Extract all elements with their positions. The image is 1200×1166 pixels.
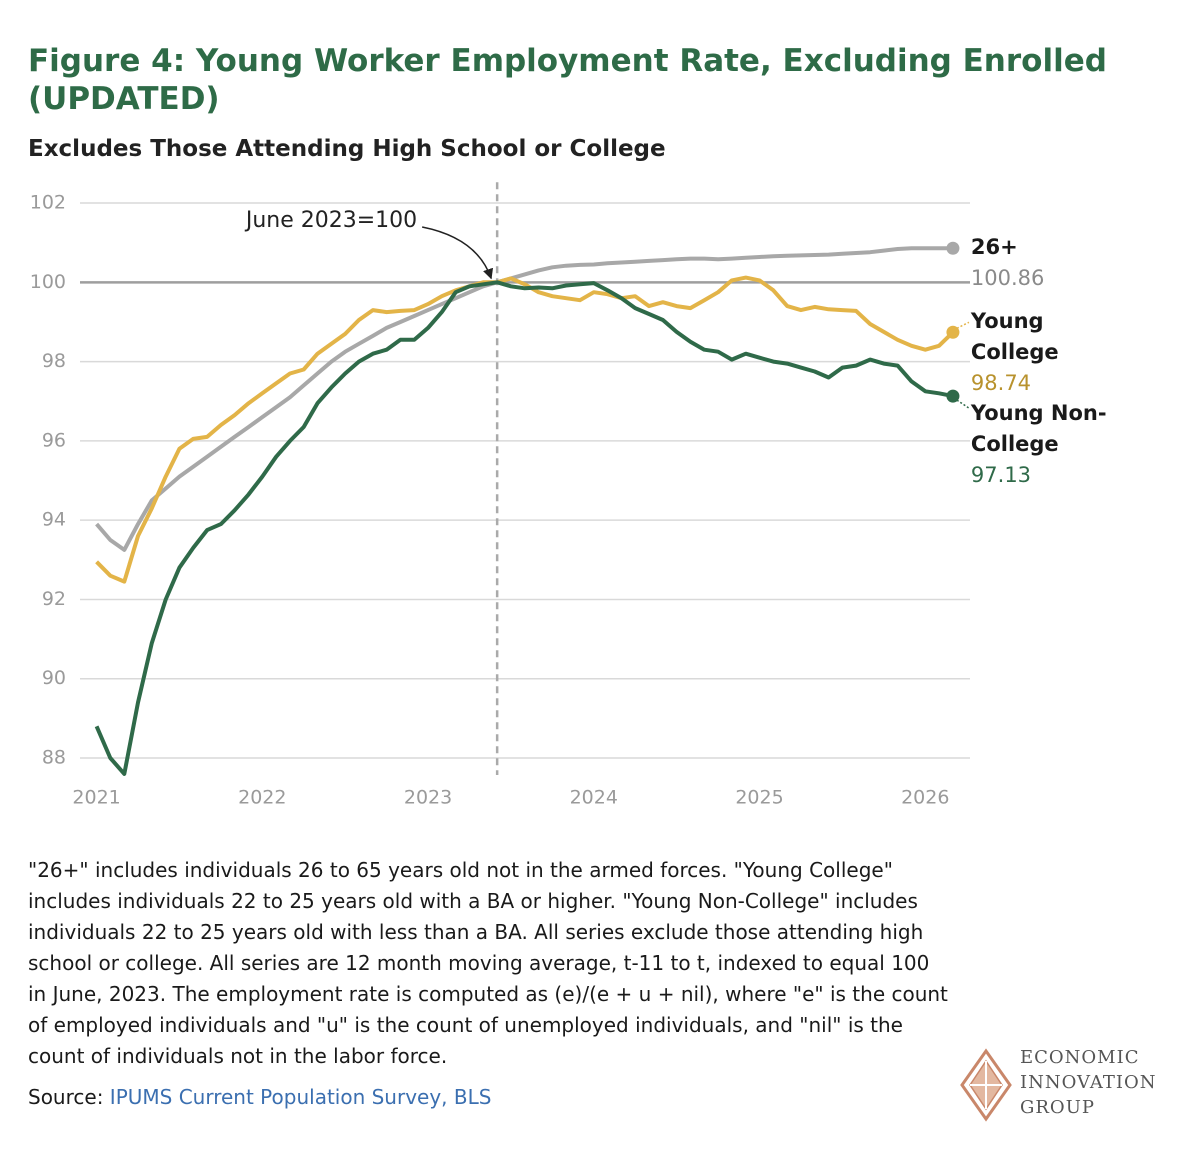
- x-tick-label: 2021: [72, 787, 120, 809]
- y-tick-label: 88: [42, 747, 66, 769]
- chart-title: Figure 4: Young Worker Employment Rate, …: [28, 43, 1107, 117]
- logo-text: GROUP: [1020, 1097, 1095, 1118]
- series-line: [95, 246, 953, 552]
- legend-label: Young Non-College: [970, 401, 1107, 457]
- y-tick-label: 90: [42, 667, 66, 689]
- chart: 88 90 92 94 96 98 100 102 2021 2022 2023 2024 2025 20…: [30, 182, 970, 809]
- x-tick-label: 2026: [901, 787, 949, 809]
- y-tick-label: 92: [42, 588, 66, 610]
- x-tick-label: 2025: [735, 787, 783, 809]
- end-point: [946, 389, 960, 403]
- value-label: 98.74: [970, 371, 1032, 396]
- logo-mark: [960, 1048, 1012, 1122]
- y-tick-label: 96: [42, 429, 66, 451]
- value-label: 100.86: [970, 266, 1045, 291]
- source-label: Source:: [28, 1085, 104, 1109]
- end-point: [946, 325, 960, 339]
- annotation: June 2023=100: [244, 208, 417, 233]
- source-link[interactable]: IPUMS Current Population Survey, BLS: [109, 1085, 492, 1109]
- y-tick-label: 94: [42, 509, 66, 531]
- chart-subtitle: Excludes Those Attending High School or …: [28, 136, 666, 162]
- x-tick-label: 2023: [404, 787, 452, 809]
- logo: ECONOMIC INNOVATION GROUP: [958, 1045, 1198, 1125]
- leader: [956, 321, 970, 329]
- leader: [956, 399, 970, 409]
- y-tick-label: 100: [30, 271, 66, 293]
- series-line: [94, 280, 954, 776]
- end-label: 26+ 100.86: [971, 232, 1121, 294]
- source: Source: IPUMS Current Population Survey,…: [28, 1085, 491, 1109]
- series-line: [95, 275, 955, 584]
- legend-label: 26+: [970, 235, 1018, 260]
- end-label: Young College 98.74: [971, 306, 1121, 399]
- x-tick-label: 2024: [570, 787, 618, 809]
- y-tick-label: 102: [30, 192, 66, 214]
- end-label: Young Non-College 97.13: [971, 398, 1121, 491]
- footnote: "26+" includes individuals 26 to 65 year…: [28, 858, 948, 1068]
- annotation-arrow: [422, 226, 494, 280]
- legend-label: Young College: [970, 309, 1059, 365]
- end-point: [946, 241, 960, 255]
- logo-text: INNOVATION: [1020, 1072, 1157, 1093]
- value-label: 97.13: [970, 463, 1032, 488]
- logo-text: ECONOMIC: [1020, 1047, 1140, 1068]
- y-tick-label: 98: [42, 350, 66, 372]
- x-tick-label: 2022: [238, 787, 286, 809]
